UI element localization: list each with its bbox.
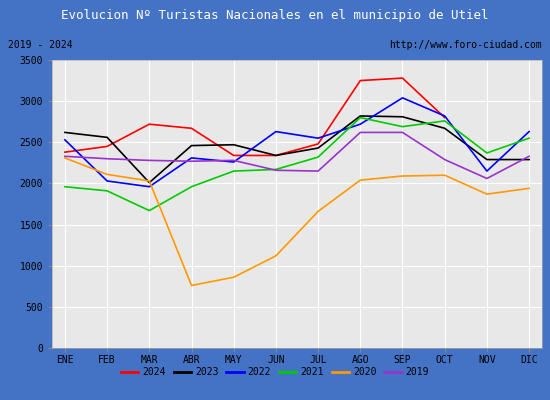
Legend: 2024, 2023, 2022, 2021, 2020, 2019: 2024, 2023, 2022, 2021, 2020, 2019 xyxy=(117,363,433,381)
Text: 2019 - 2024: 2019 - 2024 xyxy=(8,40,73,50)
Text: Evolucion Nº Turistas Nacionales en el municipio de Utiel: Evolucion Nº Turistas Nacionales en el m… xyxy=(61,10,489,22)
Text: http://www.foro-ciudad.com: http://www.foro-ciudad.com xyxy=(389,40,542,50)
